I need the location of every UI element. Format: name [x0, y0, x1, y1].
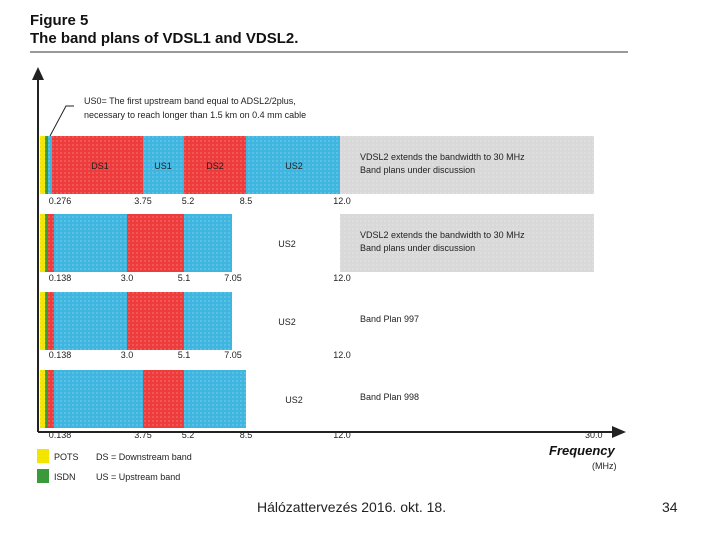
- tick-label: 0.138: [49, 273, 72, 283]
- legend-us-definition: US = Upstream band: [96, 472, 181, 482]
- tick-label: 0.138: [49, 350, 72, 360]
- band-texture: [127, 214, 184, 272]
- tick-label: 8.5: [240, 196, 253, 206]
- band-label: US2: [278, 239, 296, 249]
- footer-caption: Hálózattervezés 2016. okt. 18.: [257, 499, 447, 515]
- band-texture: [54, 214, 127, 272]
- tick-label: 8.5: [240, 430, 253, 440]
- band-plan-note: Band Plan 998: [360, 392, 419, 402]
- tick-label: 7.05: [224, 350, 242, 360]
- band-plan-note: Band Plan 997: [360, 314, 419, 324]
- band-texture: [246, 136, 340, 194]
- tick-label: 5.2: [182, 196, 195, 206]
- page-number: 34: [662, 499, 678, 515]
- tick-label: 3.0: [121, 273, 134, 283]
- legend-pots-label: POTS: [54, 452, 79, 462]
- band-texture: [40, 214, 45, 272]
- band-label: DS1: [91, 161, 109, 171]
- band-texture: [40, 370, 45, 428]
- band-texture: [48, 214, 54, 272]
- band-texture: [54, 370, 143, 428]
- tick-label: 5.2: [182, 430, 195, 440]
- band-plan-note: VDSL2 extends the bandwidth to 30 MHz: [360, 152, 525, 162]
- annotation-line-1: US0= The first upstream band equal to AD…: [84, 96, 296, 106]
- tick-label: 3.0: [121, 350, 134, 360]
- band-texture: [48, 292, 54, 350]
- frequency-unit: (MHz): [592, 461, 617, 471]
- legend-isdn-label: ISDN: [54, 472, 76, 482]
- tick-label: 12.0: [333, 430, 351, 440]
- extension-texture: [340, 136, 594, 194]
- band-texture: [184, 136, 246, 194]
- tick-label: 0.276: [49, 196, 72, 206]
- band-texture: [45, 370, 48, 428]
- axis-end-tick: 30.0: [585, 430, 603, 440]
- legend-pots-swatch: [37, 449, 49, 463]
- y-axis-arrowhead: [32, 67, 44, 80]
- tick-label: 12.0: [333, 273, 351, 283]
- band-texture: [127, 292, 184, 350]
- band-plan-note: Band plans under discussion: [360, 243, 475, 253]
- legend-ds-definition: DS = Downstream band: [96, 452, 192, 462]
- band-plan-note: VDSL2 extends the bandwidth to 30 MHz: [360, 230, 525, 240]
- band-label: US2: [285, 395, 303, 405]
- figure-number: Figure 5: [30, 12, 89, 29]
- band-texture: [48, 370, 54, 428]
- annotation-line-2: necessary to reach longer than 1.5 km on…: [84, 110, 307, 120]
- annotation-pointer: [49, 105, 74, 137]
- tick-label: 7.05: [224, 273, 242, 283]
- tick-label: 0.138: [49, 430, 72, 440]
- band-texture: [143, 136, 184, 194]
- tick-label: 12.0: [333, 196, 351, 206]
- tick-label: 3.75: [134, 196, 152, 206]
- band-texture: [48, 136, 52, 194]
- band-label: US1: [154, 161, 172, 171]
- tick-label: 12.0: [333, 350, 351, 360]
- band-texture: [45, 292, 48, 350]
- tick-label: 3.75: [134, 430, 152, 440]
- band-texture: [52, 136, 143, 194]
- figure-title: The band plans of VDSL1 and VDSL2.: [30, 30, 299, 47]
- legend-isdn-swatch: [37, 469, 49, 483]
- band-texture: [143, 370, 184, 428]
- band-texture: [40, 136, 45, 194]
- band-plan-note: Band plans under discussion: [360, 165, 475, 175]
- tick-label: 5.1: [178, 273, 191, 283]
- band-texture: [40, 292, 45, 350]
- band-texture: [54, 292, 127, 350]
- band-texture: [184, 214, 232, 272]
- frequency-axis-label: Frequency: [549, 443, 615, 458]
- band-texture: [45, 214, 48, 272]
- extension-texture: [340, 214, 594, 272]
- x-axis-arrowhead: [612, 426, 626, 438]
- band-texture: [184, 292, 232, 350]
- band-label: US2: [278, 317, 296, 327]
- tick-label: 5.1: [178, 350, 191, 360]
- band-label: DS2: [206, 161, 224, 171]
- band-texture: [184, 370, 246, 428]
- band-label: US2: [285, 161, 303, 171]
- band-texture: [45, 136, 48, 194]
